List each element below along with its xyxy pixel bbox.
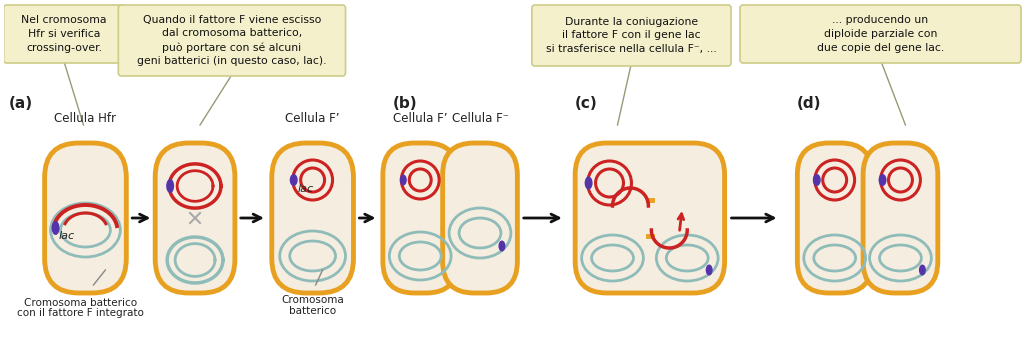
Text: batterico: batterico — [289, 306, 336, 316]
Text: Cromosoma batterico: Cromosoma batterico — [24, 298, 137, 308]
FancyBboxPatch shape — [740, 5, 1021, 63]
Text: Cellula Hfr: Cellula Hfr — [54, 112, 117, 125]
FancyBboxPatch shape — [531, 5, 731, 66]
FancyBboxPatch shape — [45, 143, 126, 293]
FancyBboxPatch shape — [798, 143, 872, 293]
FancyBboxPatch shape — [156, 143, 234, 293]
FancyBboxPatch shape — [383, 143, 458, 293]
Ellipse shape — [585, 176, 593, 190]
Ellipse shape — [919, 264, 926, 275]
Text: (a): (a) — [9, 96, 33, 111]
FancyBboxPatch shape — [4, 5, 124, 63]
Text: Durante la coniugazione
il fattore F con il gene lac
si trasferisce nella cellul: Durante la coniugazione il fattore F con… — [546, 17, 717, 54]
Ellipse shape — [499, 240, 506, 251]
Text: Cellula F’: Cellula F’ — [393, 112, 447, 125]
Ellipse shape — [166, 179, 174, 193]
Ellipse shape — [879, 174, 887, 186]
Text: Cromosoma: Cromosoma — [282, 295, 344, 305]
Ellipse shape — [706, 264, 713, 275]
FancyBboxPatch shape — [119, 5, 345, 76]
Ellipse shape — [813, 174, 821, 186]
Text: (c): (c) — [574, 96, 597, 111]
Text: Nel cromosoma
Hfr si verifica
crossing-over.: Nel cromosoma Hfr si verifica crossing-o… — [22, 15, 106, 53]
FancyBboxPatch shape — [442, 143, 517, 293]
Text: Cellula F’: Cellula F’ — [286, 112, 340, 125]
Text: (d): (d) — [797, 96, 821, 111]
Ellipse shape — [290, 174, 298, 186]
FancyBboxPatch shape — [863, 143, 938, 293]
Text: ... producendo un
diploide parziale con
due copie del gene lac.: ... producendo un diploide parziale con … — [817, 15, 944, 53]
Text: con il fattore F integrato: con il fattore F integrato — [17, 308, 144, 318]
Text: lac: lac — [58, 231, 75, 241]
Text: Quando il fattore F viene escisso
dal cromosoma batterico,
può portare con sé al: Quando il fattore F viene escisso dal cr… — [137, 15, 327, 66]
Text: lac: lac — [298, 184, 313, 194]
Text: (b): (b) — [392, 96, 417, 111]
FancyBboxPatch shape — [271, 143, 353, 293]
Text: Cellula F⁻: Cellula F⁻ — [452, 112, 509, 125]
FancyBboxPatch shape — [575, 143, 725, 293]
Ellipse shape — [51, 221, 59, 235]
Ellipse shape — [399, 175, 407, 186]
